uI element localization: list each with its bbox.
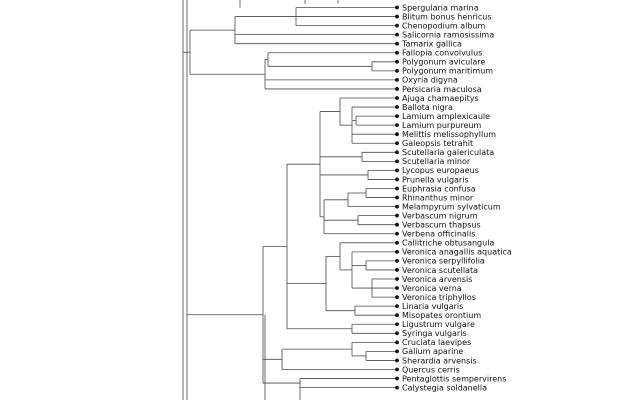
leaf-label-blitum-bonus-henricus: Blitum bonus henricus [402,12,492,21]
leaf-node-dot [395,68,399,73]
leaf-label-tamarix-gallica: Tamarix gallica [401,40,462,49]
leaf-label-chenopodium-album: Chenopodium album [402,21,485,30]
leaf-node-dot [395,213,399,218]
leaf-label-sherardia-arvensis: Sherardia arvensis [402,356,477,365]
leaf-label-oxyria-digyna: Oxyria digyna [402,76,458,85]
leaf-label-scutellaria-galericulata: Scutellaria galericulata [402,148,494,157]
leaf-node-dot [395,132,399,137]
leaf-label-fallopia-convolvulus: Fallopia convolvulus [402,49,482,58]
leaf-label-lycopus-europaeus: Lycopus europaeus [402,166,479,175]
leaf-label-lamium-purpureum: Lamium purpureum [402,121,481,130]
leaf-label-veronica-anagallis-aquatica: Veronica anagallis aquatica [402,248,512,257]
leaf-label-veronica-arvensis: Veronica arvensis [402,275,472,284]
leaf-node-dot [395,14,399,19]
leaf-node-dot [395,385,399,390]
leaf-node-dot [395,78,399,82]
leaf-label-euphrasia-confusa: Euphrasia confusa [402,184,476,193]
leaf-label-quercus-cerris: Quercus cerris [402,365,460,374]
leaf-node-dot [395,268,399,272]
leaf-label-spergularia-marina: Spergularia marina [402,3,479,12]
leaf-node-dot [395,204,399,209]
leaf-node-dot [395,376,399,381]
leaf-label-scutellaria-minor: Scutellaria minor [402,157,471,166]
leaf-node-dot [395,96,399,100]
leaf-label-ballota-nigra: Ballota nigra [402,103,453,112]
leaf-node-dot [395,340,399,345]
leaf-label-galeopsis-tetrahit: Galeopsis tetrahit [402,139,473,148]
leaf-node-dot [395,105,399,109]
leaf-label-ligustrum-vulgare: Ligustrum vulgare [402,320,475,329]
leaf-node-dot [395,87,399,91]
leaf-label-prunella-vulgaris: Prunella vulgaris [402,175,469,184]
leaf-node-dot [395,249,399,254]
leaf-label-polygonum-maritimum: Polygonum maritimum [402,67,493,76]
leaf-node-dot [395,331,399,336]
leaf-label-veronica-triphyllos: Veronica triphyllos [402,293,476,302]
leaf-label-misopates-orontium: Misopates orontium [402,311,481,320]
leaf-label-galium-aparine: Galium aparine [402,347,463,356]
leaf-node-dot [395,123,399,128]
leaf-node-dot [395,32,399,37]
leaf-label-veronica-serpyllifolia: Veronica serpyllifolia [402,257,485,266]
leaf-node-dot [395,114,399,118]
leaf-node-dot [395,50,399,55]
leaf-label-veronica-verna: Veronica verna [402,284,462,293]
leaf-label-pentaglottis-sempervirens: Pentaglottis sempervirens [402,374,506,383]
leaf-node-dot [395,59,399,64]
leaf-node-dot [395,177,399,182]
leaf-node-dot [395,23,399,28]
tree-branches [182,0,397,400]
leaf-label-persicaria-maculosa: Persicaria maculosa [402,85,482,94]
leaf-node-dot [395,240,399,245]
leaf-node-dot [395,367,399,372]
leaf-node-dot [395,168,399,173]
leaf-label-linaria-vulgaris: Linaria vulgaris [402,302,463,311]
leaf-label-lamium-amplexicaule: Lamium amplexicaule [402,112,490,121]
leaf-node-dot [395,304,399,309]
leaf-label-melampyrum-sylvaticum: Melampyrum sylvaticum [402,202,501,211]
leaf-label-verbascum-thapsus: Verbascum thapsus [402,221,481,230]
leaf-node-dot [395,5,399,10]
leaf-node-dot [395,222,399,227]
leaf-node-dot [395,141,399,146]
leaf-node-dot [395,295,399,299]
leaf-node-dot [395,259,399,263]
leaf-node-dot [395,286,399,290]
leaf-label-verbascum-nigrum: Verbascum nigrum [402,211,478,220]
leaf-node-dot [395,358,399,363]
leaf-label-rhinanthus-minor: Rhinanthus minor [402,193,474,202]
leaf-node-dot [395,349,399,354]
leaf-label-melittis-melissophyllum: Melittis melissophyllum [402,130,496,139]
leaf-label-callitriche-obtusangula: Callitriche obtusangula [402,239,494,248]
leaf-label-calystegia-soldanella: Calystegia soldanella [402,383,487,392]
leaf-node-dot [395,186,399,191]
leaf-node-dot [395,322,399,327]
leaf-label-salicornia-ramosissima: Salicornia ramosissima [402,30,494,39]
leaf-label-veronica-scutellata: Veronica scutellata [402,266,478,275]
leaf-node-dot [395,159,399,164]
leaf-label-ajuga-chamaepitys: Ajuga chamaepitys [402,94,479,103]
leaf-label-verbena-officinalis: Verbena officinalis [402,230,475,239]
leaf-node-dot [395,277,399,281]
leaf-label-cruciata-laevipes: Cruciata laevipes [402,338,471,347]
leaf-node-dot [395,313,399,318]
leaf-label-syringa-vulgaris: Syringa vulgaris [402,329,467,338]
leaf-node-dot [395,41,399,46]
leaf-node-dot [395,150,399,155]
leaf-node-dot [395,195,399,200]
leaf-node-dot [395,231,399,236]
leaf-label-polygonum-aviculare: Polygonum aviculare [402,58,485,67]
